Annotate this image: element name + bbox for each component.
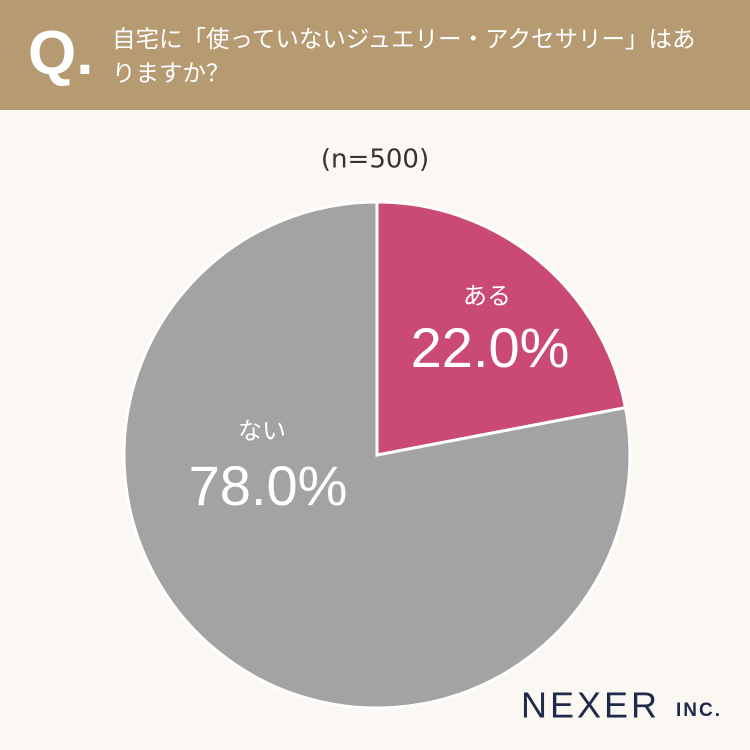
- slice-label: ない: [238, 417, 286, 445]
- brand: NEXER: [521, 685, 660, 726]
- header: Q. 自宅に「使っていないジュエリー・アクセサリー」はありますか？: [0, 0, 750, 110]
- chart-subtitle: (n=500): [321, 145, 429, 175]
- pie-slice: [375, 200, 628, 457]
- chart-title: 自宅に「使っていないジュエリー・アクセサリー」はありますか？: [112, 25, 696, 87]
- value-label: 78.0%: [189, 454, 348, 517]
- pie-slice: [122, 200, 632, 710]
- badge: Q.: [28, 19, 94, 88]
- slice-label: ある: [463, 282, 511, 310]
- chart: NEXER INC. ある 22.0% ない 78.0% (n=500): [122, 145, 722, 726]
- value-label: 22.0%: [411, 316, 570, 379]
- brand-suffix: INC.: [676, 700, 722, 721]
